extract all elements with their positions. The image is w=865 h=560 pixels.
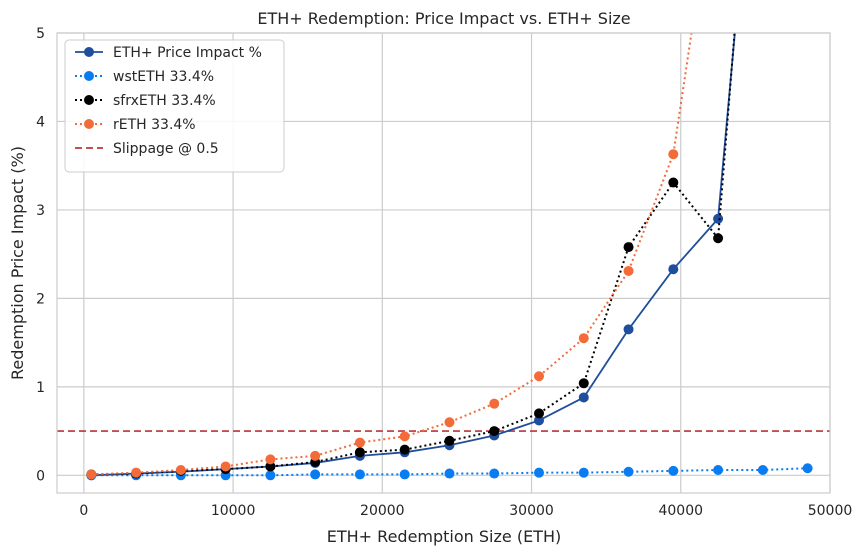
data-point [668, 264, 679, 275]
data-point [444, 468, 455, 479]
legend-item: ETH+ Price Impact % [75, 45, 262, 61]
legend-item: wstETH 33.4% [75, 69, 214, 85]
legend-marker [84, 47, 94, 57]
y-axis-label: Redemption Price Impact (%) [8, 146, 27, 380]
series-line [91, 33, 736, 476]
y-tick-label: 1 [36, 380, 45, 396]
y-tick-label: 5 [36, 26, 45, 42]
legend-label: Slippage @ 0.5 [113, 141, 219, 157]
data-point [578, 333, 589, 344]
data-point [310, 450, 321, 461]
data-point [489, 468, 500, 479]
legend-marker [84, 95, 94, 105]
data-point [802, 463, 813, 474]
series-layer [86, 33, 813, 481]
data-point [399, 431, 410, 442]
data-point [265, 470, 276, 481]
chart-title: ETH+ Redemption: Price Impact vs. ETH+ S… [257, 9, 630, 28]
y-tick-label: 3 [36, 203, 45, 219]
data-point [444, 417, 455, 428]
data-point [265, 454, 276, 465]
series-line [91, 467, 808, 477]
y-tick-label: 2 [36, 291, 45, 307]
y-tick-label: 4 [36, 114, 45, 130]
data-point [668, 465, 679, 476]
data-point [668, 177, 679, 188]
data-point [354, 437, 365, 448]
data-point [489, 398, 500, 409]
data-point [489, 426, 500, 437]
data-point [399, 444, 410, 455]
data-point [757, 465, 768, 475]
data-point [399, 469, 410, 480]
data-point [534, 371, 545, 382]
x-tick-label: 0 [79, 503, 88, 519]
data-point [713, 233, 724, 244]
series-3 [86, 33, 693, 480]
data-point [578, 378, 589, 389]
data-point [534, 467, 545, 478]
legend-item: Slippage @ 0.5 [75, 141, 219, 157]
x-axis-label: ETH+ Redemption Size (ETH) [327, 527, 561, 546]
x-tick-label: 50000 [808, 503, 853, 519]
legend-marker [84, 119, 94, 129]
legend-box [64, 39, 285, 173]
legend: ETH+ Price Impact % wstETH 33.4% sfrxETH 3… [64, 39, 285, 173]
data-point [86, 469, 97, 480]
data-point [265, 461, 276, 472]
data-point [623, 242, 634, 253]
legend-marker [84, 71, 94, 81]
legend-item: sfrxETH 33.4% [75, 93, 216, 109]
x-tick-labels: 0 10000 20000 30000 40000 50000 [79, 503, 852, 519]
data-point [713, 465, 724, 475]
data-point [668, 149, 679, 160]
x-tick-label: 10000 [211, 503, 256, 519]
data-point [354, 447, 365, 458]
x-tick-label: 40000 [658, 503, 703, 519]
legend-label: sfrxETH 33.4% [113, 93, 216, 109]
data-point [578, 467, 589, 478]
data-point [444, 435, 455, 446]
legend-label: ETH+ Price Impact % [113, 45, 262, 61]
legend-item: rETH 33.4% [75, 117, 196, 133]
data-point [713, 213, 724, 224]
plot-frame [56, 32, 831, 494]
data-point [175, 465, 186, 475]
data-point [310, 469, 321, 480]
data-point [623, 466, 634, 477]
y-tick-label: 0 [36, 468, 45, 484]
legend-label: rETH 33.4% [113, 117, 196, 133]
x-tick-label: 30000 [509, 503, 554, 519]
legend-label: wstETH 33.4% [113, 69, 214, 85]
x-tick-label: 20000 [360, 503, 405, 519]
y-tick-labels: 0 1 2 3 4 5 [36, 26, 45, 484]
data-point [354, 469, 365, 480]
series-line [91, 33, 736, 477]
data-point [131, 467, 142, 478]
data-point [534, 415, 545, 426]
data-point [220, 461, 231, 472]
data-point [578, 392, 589, 403]
data-point [623, 265, 634, 276]
data-point [623, 324, 634, 335]
data-point [534, 408, 545, 419]
